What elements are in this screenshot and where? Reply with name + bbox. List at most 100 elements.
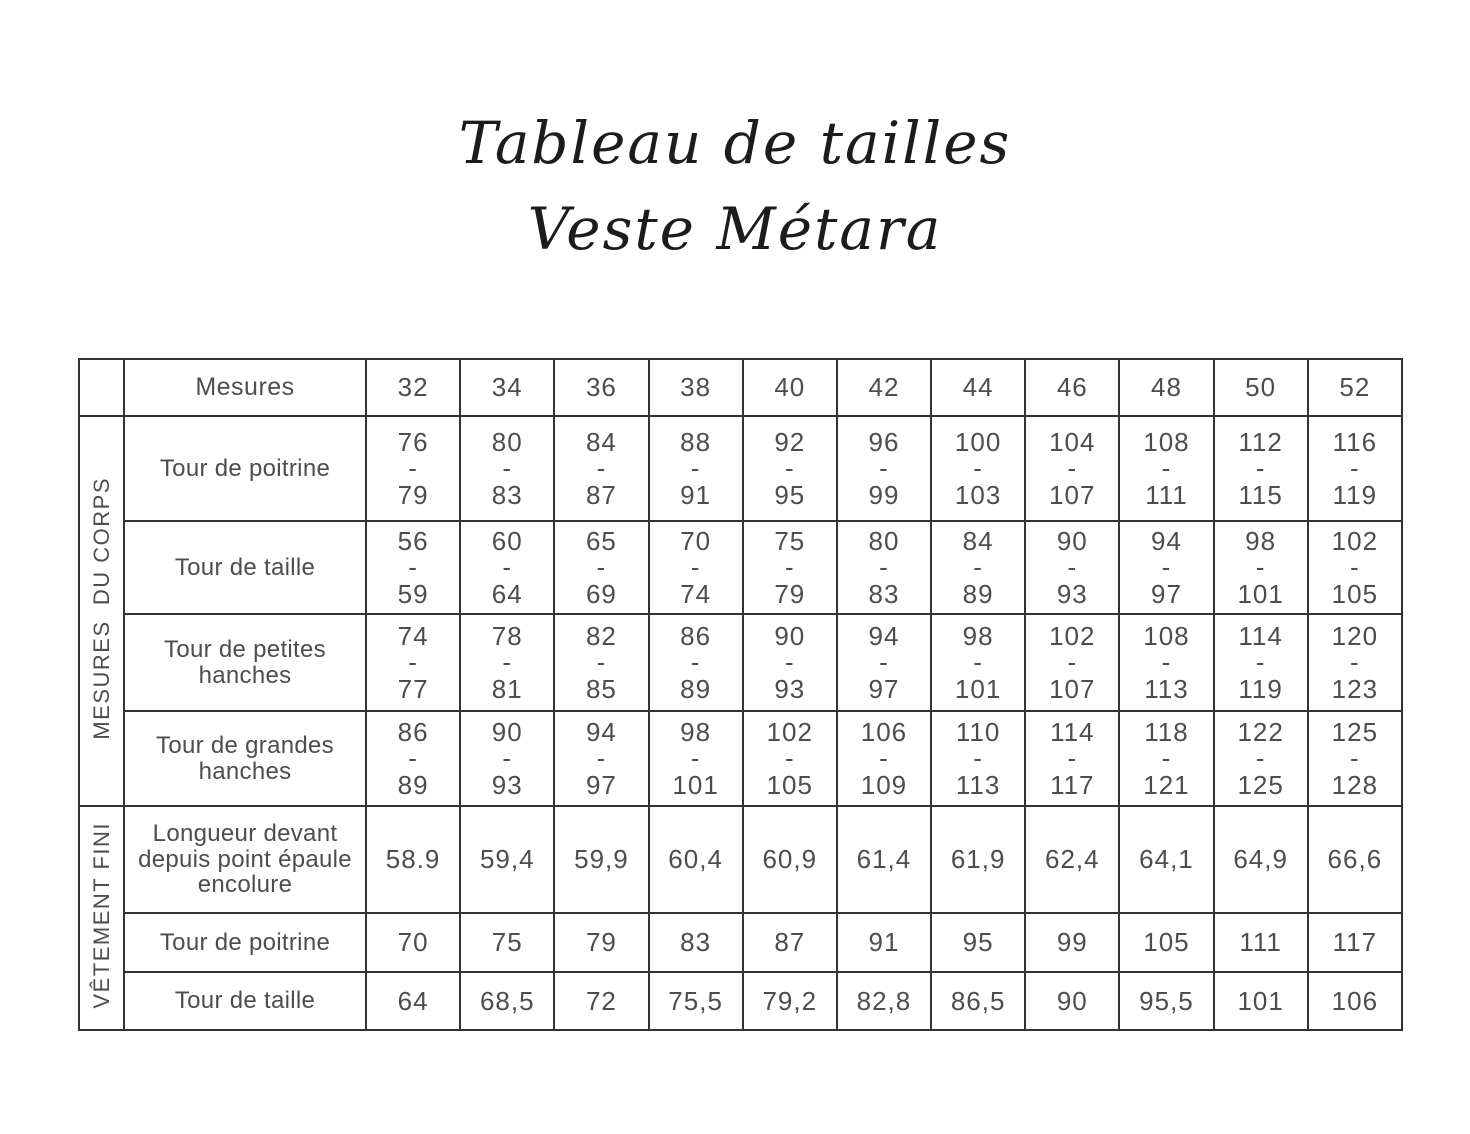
size-header-36: 36 <box>553 358 650 417</box>
size-cell: 94 - 97 <box>835 613 933 712</box>
size-cell: 86 - 89 <box>364 710 462 807</box>
size-cell: 112 - 115 <box>1212 415 1309 522</box>
row-label: Tour de taille <box>123 520 367 615</box>
size-cell: 70 - 74 <box>647 520 744 615</box>
size-cell: 83 <box>647 912 744 973</box>
size-cell: 90 - 93 <box>741 613 838 712</box>
size-cell: 66,6 <box>1306 805 1404 914</box>
table-row-tour-de-poitrine-fini: Tour de poitrine 70 75 79 83 87 91 95 99… <box>79 912 1404 973</box>
row-label: Tour de petites hanches <box>123 613 367 712</box>
size-cell: 102 - 105 <box>741 710 838 807</box>
measures-header: Mesures <box>123 358 367 417</box>
size-cell: 96 - 99 <box>835 415 933 522</box>
size-cell: 88 - 91 <box>647 415 744 522</box>
size-cell: 79 <box>553 912 650 973</box>
size-header-34: 34 <box>459 358 556 417</box>
size-cell: 102 - 107 <box>1024 613 1121 712</box>
size-cell: 82 - 85 <box>553 613 650 712</box>
size-cell: 72 <box>553 971 650 1031</box>
table-row-tour-de-grandes-hanches: Tour de grandes hanches 86 - 89 90 - 93 … <box>79 710 1404 807</box>
size-cell: 114 - 119 <box>1212 613 1309 712</box>
size-cell: 76 - 79 <box>364 415 462 522</box>
size-cell: 120 - 123 <box>1306 613 1404 712</box>
table-row-tour-de-petites-hanches: Tour de petites hanches 74 - 77 78 - 81 … <box>79 613 1404 712</box>
size-cell: 90 <box>1024 971 1121 1031</box>
size-cell: 75,5 <box>647 971 744 1031</box>
size-cell: 80 - 83 <box>835 520 933 615</box>
row-label: Tour de poitrine <box>123 415 367 522</box>
size-cell: 64,9 <box>1212 805 1309 914</box>
row-label: Longueur devant depuis point épaule enco… <box>123 805 367 914</box>
title-line-2: Veste Métara <box>527 195 943 263</box>
size-cell: 86 - 89 <box>647 613 744 712</box>
table-row-longueur-devant: VÊTEMENT FINI Longueur devant depuis poi… <box>78 805 1404 1031</box>
size-cell: 82,8 <box>835 971 933 1031</box>
size-header-48: 48 <box>1118 358 1215 417</box>
size-cell: 95 <box>930 912 1027 973</box>
size-cell: 111 <box>1212 912 1309 973</box>
size-cell: 106 - 109 <box>835 710 933 807</box>
table-row-tour-de-taille-corps: Tour de taille 56 - 59 60 - 64 65 - 69 7… <box>79 520 1404 615</box>
page-title: Tableau de tailles Veste Métara <box>0 100 1470 272</box>
size-cell: 95,5 <box>1118 971 1215 1031</box>
size-header-40: 40 <box>741 358 838 417</box>
size-header-46: 46 <box>1024 358 1121 417</box>
size-cell: 59,4 <box>459 805 556 914</box>
size-cell: 75 <box>459 912 556 973</box>
size-cell: 116 - 119 <box>1306 415 1404 522</box>
size-header-52: 52 <box>1306 358 1404 417</box>
size-cell: 75 - 79 <box>741 520 838 615</box>
size-header-32: 32 <box>364 358 462 417</box>
size-cell: 108 - 111 <box>1118 415 1215 522</box>
size-cell: 56 - 59 <box>364 520 462 615</box>
size-cell: 94 - 97 <box>553 710 650 807</box>
size-cell: 101 <box>1212 971 1309 1031</box>
size-cell: 114 - 117 <box>1024 710 1121 807</box>
size-cell: 68,5 <box>459 971 556 1031</box>
size-header-50: 50 <box>1212 358 1309 417</box>
size-cell: 125 - 128 <box>1306 710 1404 807</box>
row-label: Tour de poitrine <box>123 912 367 973</box>
size-cell: 60,4 <box>647 805 744 914</box>
size-cell: 60 - 64 <box>459 520 556 615</box>
size-header-42: 42 <box>835 358 933 417</box>
size-cell: 118 - 121 <box>1118 710 1215 807</box>
size-cell: 99 <box>1024 912 1121 973</box>
size-cell: 90 - 93 <box>459 710 556 807</box>
size-cell: 91 <box>835 912 933 973</box>
size-cell: 92 - 95 <box>741 415 838 522</box>
group-label-vetement-fini: VÊTEMENT FINI <box>78 805 125 1031</box>
size-cell: 84 - 87 <box>553 415 650 522</box>
size-cell: 61,4 <box>835 805 933 914</box>
size-cell: 65 - 69 <box>553 520 650 615</box>
title-line-1: Tableau de tailles <box>458 109 1012 177</box>
group-label-text: VÊTEMENT FINI <box>88 822 114 1009</box>
size-cell: 105 <box>1118 912 1215 973</box>
size-cell: 79,2 <box>741 971 838 1031</box>
size-cell: 100 - 103 <box>930 415 1027 522</box>
size-cell: 94 - 97 <box>1118 520 1215 615</box>
size-cell: 78 - 81 <box>459 613 556 712</box>
row-label: Tour de grandes hanches <box>123 710 367 807</box>
size-cell: 108 - 113 <box>1118 613 1215 712</box>
size-cell: 80 - 83 <box>459 415 556 522</box>
size-cell: 98 - 101 <box>930 613 1027 712</box>
size-header-38: 38 <box>647 358 744 417</box>
size-cell: 74 - 77 <box>364 613 462 712</box>
size-cell: 59,9 <box>553 805 650 914</box>
size-chart-table: Mesures 32 34 36 38 40 42 44 46 48 50 52… <box>78 358 1404 1031</box>
size-cell: 64 <box>364 971 462 1031</box>
size-cell: 104 - 107 <box>1024 415 1121 522</box>
size-cell: 84 - 89 <box>930 520 1027 615</box>
size-cell: 61,9 <box>930 805 1027 914</box>
size-header-44: 44 <box>930 358 1027 417</box>
size-cell: 62,4 <box>1024 805 1121 914</box>
size-cell: 70 <box>364 912 462 973</box>
size-cell: 110 - 113 <box>930 710 1027 807</box>
group-label-text: MESURES DU CORPS <box>88 477 114 740</box>
size-cell: 117 <box>1306 912 1404 973</box>
size-cell: 90 - 93 <box>1024 520 1121 615</box>
table-row-tour-de-taille-fini: Tour de taille 64 68,5 72 75,5 79,2 82,8… <box>79 971 1404 1031</box>
corner-spacer <box>78 358 125 417</box>
